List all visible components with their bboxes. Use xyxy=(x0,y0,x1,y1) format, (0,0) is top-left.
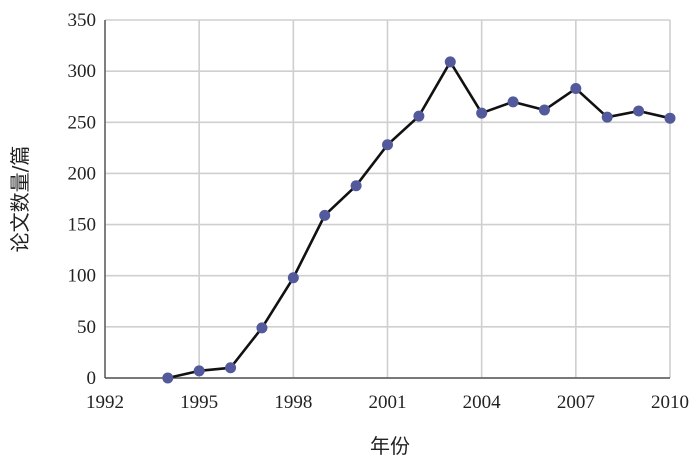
y-tick-label: 0 xyxy=(87,368,97,389)
data-point xyxy=(633,105,645,117)
y-tick-label: 50 xyxy=(77,317,96,338)
data-point xyxy=(507,96,519,108)
axes xyxy=(104,20,670,379)
data-point xyxy=(287,272,299,284)
y-tick-label: 150 xyxy=(68,215,97,236)
x-tick-label: 2004 xyxy=(463,392,502,413)
x-axis-label: 年份 xyxy=(370,434,410,458)
y-tick-label: 250 xyxy=(68,112,97,133)
data-point xyxy=(225,362,237,374)
x-tick-label: 1998 xyxy=(274,392,312,413)
tick-labels: 0 50 100 150 200 250 300 350 1992 1995 1998 2001 200… xyxy=(68,10,690,413)
data-point xyxy=(538,104,550,116)
data-point xyxy=(570,83,582,95)
data-point xyxy=(601,111,613,123)
y-tick-label: 350 xyxy=(68,10,97,31)
data-point xyxy=(256,322,268,334)
data-point xyxy=(193,365,205,377)
data-point xyxy=(413,110,425,122)
x-tick-label: 2007 xyxy=(557,392,595,413)
series-line xyxy=(167,60,671,380)
grid xyxy=(104,19,671,379)
data-point xyxy=(444,56,456,68)
y-tick-label: 100 xyxy=(68,266,97,287)
y-tick-label: 200 xyxy=(68,163,97,184)
x-tick-label: 1995 xyxy=(180,392,218,413)
x-tick-label: 2001 xyxy=(369,392,407,413)
data-point xyxy=(350,180,362,192)
y-axis-label: 论文数量/篇 xyxy=(8,146,32,253)
x-tick-label: 1992 xyxy=(86,392,124,413)
series xyxy=(162,56,676,384)
x-tick-label: 2010 xyxy=(651,392,689,413)
data-point xyxy=(162,372,174,384)
data-point xyxy=(382,139,393,151)
data-point xyxy=(319,209,331,221)
data-point xyxy=(476,107,488,119)
data-point xyxy=(664,112,676,124)
y-tick-label: 300 xyxy=(68,61,97,82)
